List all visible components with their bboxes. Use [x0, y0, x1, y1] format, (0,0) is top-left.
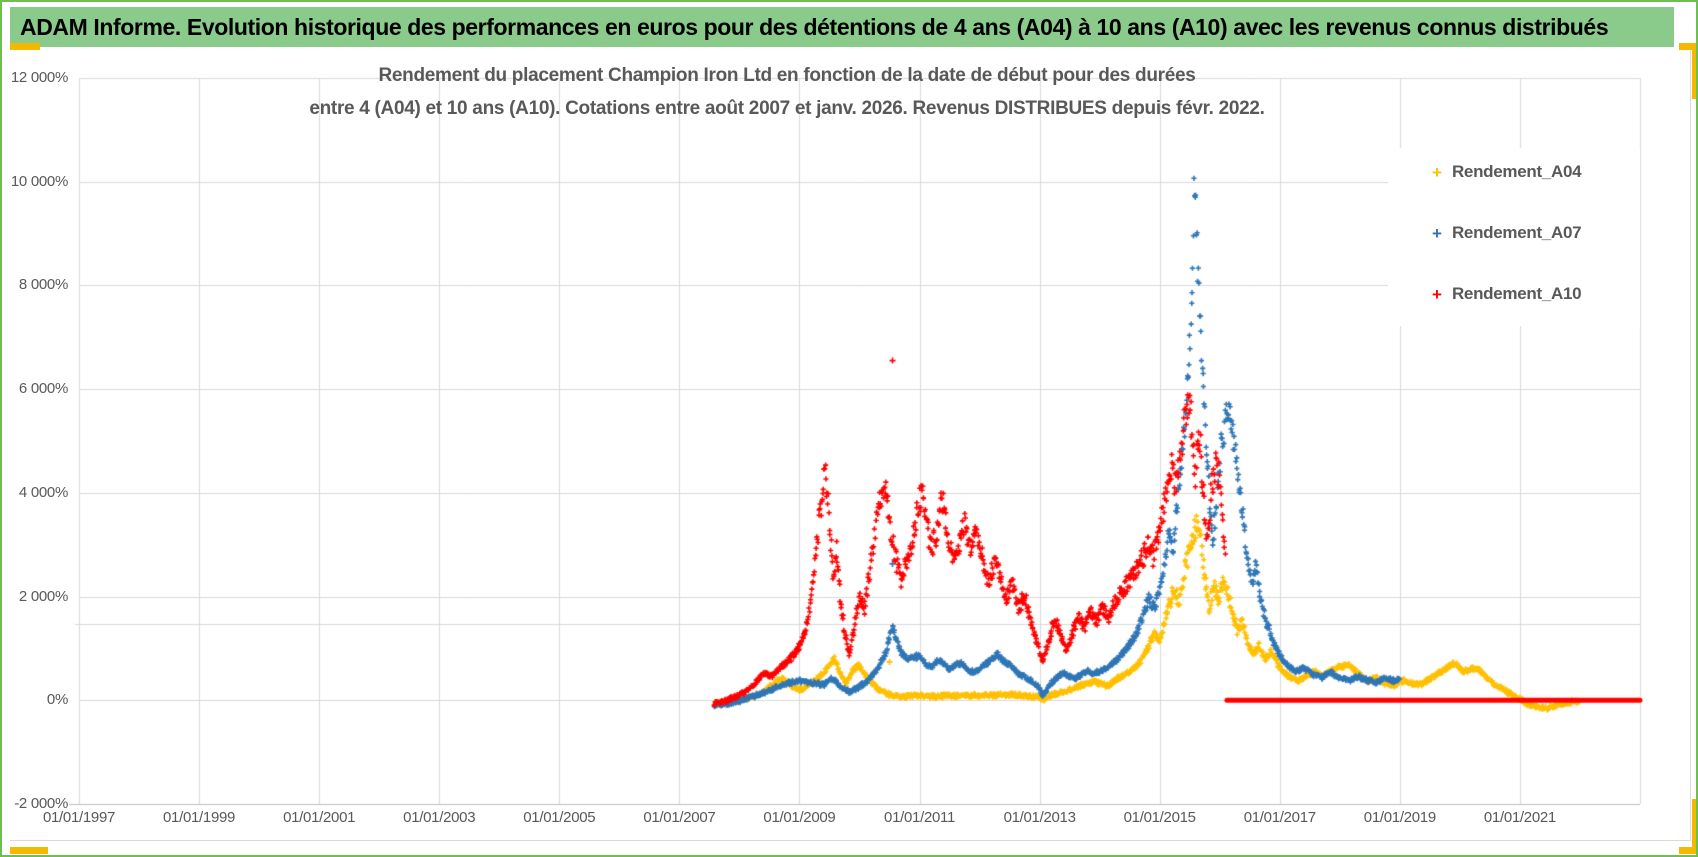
y-tick-label: 12 000%	[10, 69, 68, 86]
legend-label-a10: Rendement_A10	[1451, 284, 1582, 303]
y-tick-label: 2 000%	[18, 587, 68, 605]
chart-legend: + Rendement_A04 + Rendement_A07 + Rendem…	[1388, 148, 1640, 326]
chart-object-right-border	[1690, 50, 1691, 840]
x-tick-label: 01/01/2017	[1243, 809, 1316, 826]
y-tick-label: -2 000%	[14, 795, 68, 812]
x-tick-label: 01/01/2009	[763, 809, 836, 826]
report-header-title: ADAM Informe. Evolution historique des p…	[20, 13, 1609, 40]
y-tick-label: 4 000%	[18, 483, 68, 501]
legend-label-a07: Rendement_A07	[1451, 223, 1582, 242]
chart-title-line2[interactable]: entre 4 (A04) et 10 ans (A10). Cotations…	[309, 98, 1265, 119]
selection-handle-bottom-right-v[interactable]	[1692, 799, 1696, 854]
chart-title-line1[interactable]: Rendement du placement Champion Iron Ltd…	[378, 65, 1196, 86]
selection-handle-top-right-v[interactable]	[1692, 43, 1696, 99]
x-tick-label: 01/01/2001	[283, 809, 356, 826]
report-header-bar: ADAM Informe. Evolution historique des p…	[10, 7, 1674, 47]
x-tick-label: 01/01/2013	[1003, 809, 1076, 826]
x-tick-label: 01/01/2007	[643, 809, 716, 826]
x-tick-label: 01/01/2011	[884, 809, 956, 826]
y-tick-label: 6 000%	[18, 380, 68, 398]
x-tick-label: 01/01/2003	[403, 809, 476, 826]
selection-handle-bottom-right-h[interactable]	[1679, 847, 1696, 854]
selection-handle-top-left[interactable]	[10, 43, 40, 50]
legend-label-a04: Rendement_A04	[1451, 162, 1582, 181]
y-tick-label: 10 000%	[10, 172, 68, 190]
x-tick-label: 01/01/2005	[523, 809, 596, 826]
plus-marker-icon-a04: +	[1432, 162, 1442, 182]
x-tick-label: 01/01/2019	[1363, 809, 1436, 826]
selection-handle-top-right-h[interactable]	[1679, 43, 1696, 50]
x-tick-label: 01/01/2021	[1483, 809, 1556, 826]
x-tick-label: 01/01/1999	[163, 809, 236, 826]
legend-item-rendement-a10[interactable]: + Rendement_A10	[1432, 282, 1582, 306]
plus-marker-icon-a07: +	[1432, 223, 1442, 243]
x-tick-label: 01/01/2015	[1123, 809, 1196, 826]
x-tick-label: 01/01/1997	[42, 809, 116, 826]
y-tick-label: 0%	[46, 691, 68, 709]
y-tick-label: 8 000%	[18, 276, 68, 294]
plus-marker-icon-a10: +	[1432, 284, 1442, 304]
legend-item-rendement-a07[interactable]: + Rendement_A07	[1432, 221, 1582, 245]
chart-object-bottom-border	[10, 840, 1691, 841]
selection-handle-bottom-left[interactable]	[10, 847, 48, 854]
legend-item-rendement-a04[interactable]: + Rendement_A04	[1432, 160, 1582, 184]
